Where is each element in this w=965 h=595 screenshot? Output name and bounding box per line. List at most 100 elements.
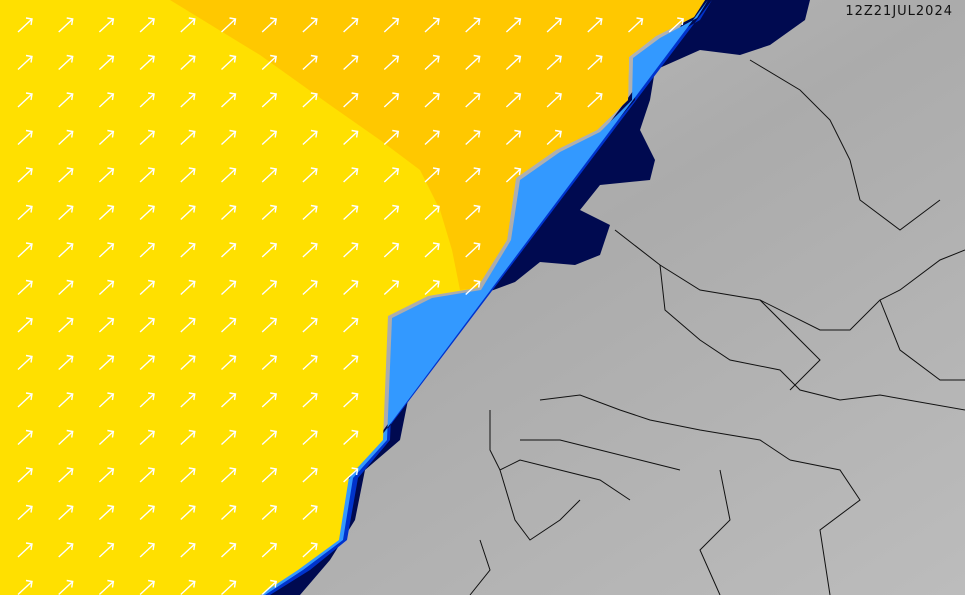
- arrow-icon: [587, 54, 603, 71]
- arrow-icon: [98, 579, 115, 595]
- arrow-icon: [221, 17, 237, 33]
- arrow-icon: [383, 17, 400, 33]
- arrow-icon: [221, 204, 237, 221]
- arrow-icon: [180, 279, 196, 296]
- arrow-icon: [221, 354, 237, 371]
- sea-higher-zone: [170, 0, 705, 290]
- arrow-icon: [261, 242, 278, 258]
- arrow-icon: [58, 17, 74, 33]
- arrow-icon: [180, 579, 196, 595]
- arrow-icon: [302, 204, 318, 221]
- arrow-icon: [343, 17, 359, 33]
- arrow-icon: [465, 279, 481, 296]
- arrow-icon: [17, 167, 33, 183]
- arrow-icon: [261, 92, 278, 108]
- arrow-icon: [546, 129, 562, 146]
- arrow-icon: [139, 354, 155, 371]
- arrow-icon: [221, 129, 237, 146]
- arrow-icon: [17, 129, 33, 146]
- arrow-icon: [383, 167, 400, 183]
- arrow-icon: [424, 92, 440, 108]
- arrow-icon: [261, 54, 278, 71]
- arrow-icon: [139, 279, 155, 296]
- arrow-icon: [17, 542, 33, 558]
- arrow-icon: [58, 429, 74, 446]
- arrow-icon: [139, 167, 155, 183]
- arrow-icon: [505, 129, 522, 146]
- arrow-icon: [98, 467, 115, 483]
- arrow-icon: [98, 392, 115, 408]
- arrow-icon: [261, 467, 278, 483]
- arrow-icon: [180, 504, 196, 521]
- arrow-icon: [261, 317, 278, 333]
- arrow-icon: [424, 204, 440, 221]
- arrow-icon: [505, 167, 522, 183]
- arrow-icon: [98, 542, 115, 558]
- arrow-icon: [302, 167, 318, 183]
- arrow-icon: [546, 92, 562, 108]
- arrow-icon: [139, 242, 155, 258]
- arrow-icon: [505, 17, 522, 33]
- arrow-icon: [58, 279, 74, 296]
- arrow-icon: [17, 204, 33, 221]
- arrow-icon: [180, 54, 196, 71]
- arrow-icon: [505, 54, 522, 71]
- arrow-icon: [180, 317, 196, 333]
- arrow-icon: [343, 242, 359, 258]
- arrow-icon: [139, 429, 155, 446]
- arrow-icon: [180, 392, 196, 408]
- arrow-icon: [221, 167, 237, 183]
- arrow-icon: [58, 129, 74, 146]
- arrow-icon: [302, 17, 318, 33]
- arrow-icon: [17, 579, 33, 595]
- arrow-icon: [98, 17, 115, 33]
- arrow-icon: [261, 17, 278, 33]
- arrow-icon: [383, 54, 400, 71]
- arrow-icon: [383, 92, 400, 108]
- arrow-icon: [98, 242, 115, 258]
- arrow-icon: [302, 54, 318, 71]
- arrow-icon: [17, 92, 33, 108]
- arrow-icon: [343, 467, 359, 483]
- arrow-icon: [139, 54, 155, 71]
- arrow-icon: [58, 204, 74, 221]
- arrow-icon: [180, 354, 196, 371]
- arrow-icon: [180, 92, 196, 108]
- arrow-icon: [17, 317, 33, 333]
- arrow-icon: [424, 279, 440, 296]
- arrow-icon: [587, 17, 603, 33]
- arrow-icon: [668, 17, 685, 33]
- arrow-icon: [343, 279, 359, 296]
- arrow-icon: [58, 579, 74, 595]
- arrow-icon: [302, 392, 318, 408]
- arrow-icon: [139, 204, 155, 221]
- arrow-icon: [546, 17, 562, 33]
- arrow-icon: [261, 204, 278, 221]
- arrow-icon: [221, 429, 237, 446]
- arrow-icon: [261, 504, 278, 521]
- arrow-icon: [180, 129, 196, 146]
- arrow-icon: [98, 317, 115, 333]
- arrow-icon: [424, 54, 440, 71]
- arrow-icon: [383, 129, 400, 146]
- arrow-icon: [221, 279, 237, 296]
- arrow-icon: [465, 242, 481, 258]
- arrow-icon: [17, 17, 33, 33]
- arrow-icon: [139, 579, 155, 595]
- arrow-icon: [98, 92, 115, 108]
- arrow-icon: [221, 579, 237, 595]
- arrow-icon: [465, 167, 481, 183]
- arrow-icon: [58, 354, 74, 371]
- arrow-icon: [343, 204, 359, 221]
- arrow-icon: [139, 92, 155, 108]
- arrow-icon: [343, 167, 359, 183]
- arrow-icon: [424, 17, 440, 33]
- arrow-icon: [139, 542, 155, 558]
- arrow-icon: [465, 204, 481, 221]
- arrow-icon: [261, 542, 278, 558]
- arrow-icon: [17, 467, 33, 483]
- arrow-icon: [343, 54, 359, 71]
- arrow-icon: [465, 92, 481, 108]
- arrow-icon: [221, 317, 237, 333]
